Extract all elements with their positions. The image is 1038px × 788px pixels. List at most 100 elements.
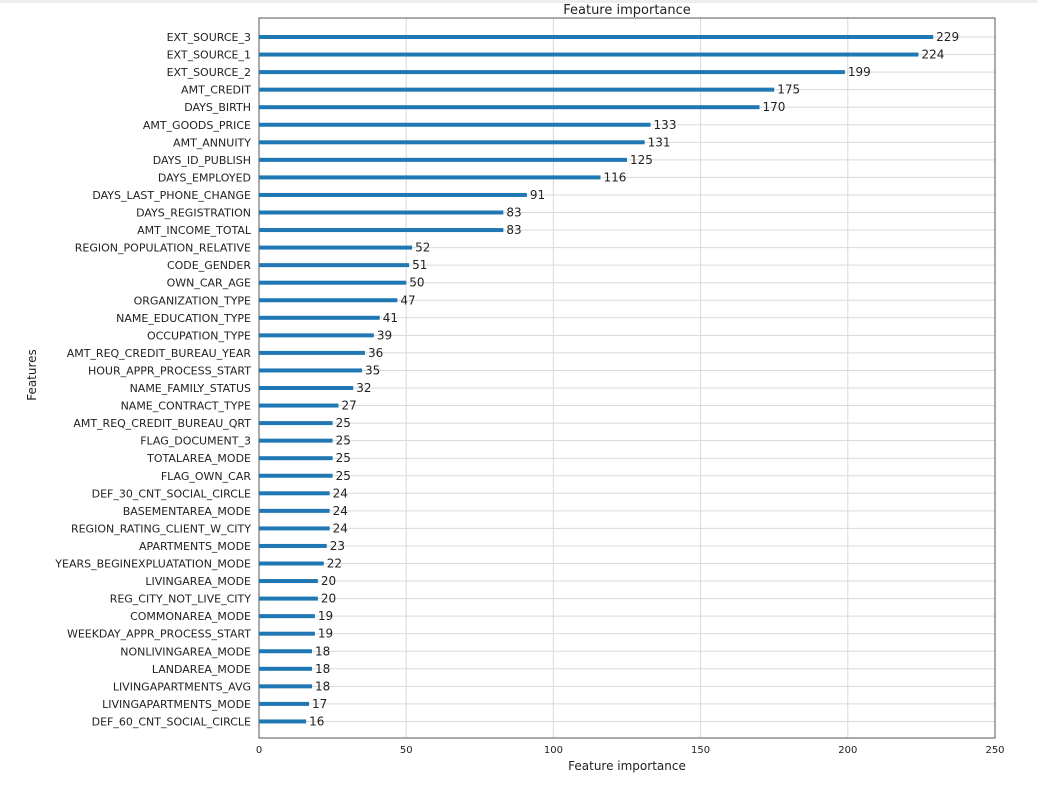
value-label: 170 <box>762 100 785 114</box>
category-label: WEEKDAY_APPR_PROCESS_START <box>67 628 251 641</box>
value-label: 131 <box>648 135 671 149</box>
bar <box>259 666 312 671</box>
plot-frame <box>258 17 996 739</box>
value-label: 23 <box>330 539 345 553</box>
category-label: DEF_30_CNT_SOCIAL_CIRCLE <box>92 487 251 500</box>
bar <box>259 192 527 197</box>
bar <box>259 596 318 601</box>
bar <box>259 350 365 355</box>
value-label: 229 <box>936 30 959 44</box>
bar <box>259 35 934 39</box>
category-label: NAME_CONTRACT_TYPE <box>121 400 251 413</box>
category-label: DAYS_REGISTRATION <box>136 207 251 220</box>
category-label: COMMONAREA_MODE <box>130 610 251 623</box>
value-label: 24 <box>333 504 348 518</box>
bar <box>259 122 651 127</box>
category-label: REGION_RATING_CLIENT_W_CITY <box>71 522 251 535</box>
category-label: REGION_POPULATION_RELATIVE <box>75 242 251 255</box>
bar <box>259 263 410 268</box>
category-label: TOTALAREA_MODE <box>146 452 251 465</box>
bar <box>259 649 312 654</box>
bar <box>259 491 330 496</box>
value-label: 16 <box>309 714 324 728</box>
chart-title: Feature importance <box>563 3 691 18</box>
x-tick-label: 150 <box>691 745 710 756</box>
value-label: 125 <box>630 153 653 167</box>
category-label: LIVINGAPARTMENTS_MODE <box>102 698 251 711</box>
category-label: FLAG_DOCUMENT_3 <box>140 435 251 448</box>
value-label: 18 <box>315 662 330 676</box>
bars <box>259 35 934 724</box>
value-label: 224 <box>921 48 944 62</box>
value-label: 24 <box>333 521 348 535</box>
value-label: 41 <box>383 311 398 325</box>
category-label: LIVINGAREA_MODE <box>145 575 251 588</box>
category-label: DAYS_EMPLOYED <box>158 171 251 184</box>
value-label: 25 <box>336 469 351 483</box>
category-label: LANDAREA_MODE <box>152 663 251 676</box>
category-label: YEARS_BEGINEXPLUATATION_MODE <box>54 558 251 571</box>
bar <box>259 543 327 548</box>
x-axis-title: Feature importance <box>568 759 686 773</box>
value-label: 35 <box>365 363 380 377</box>
category-labels: EXT_SOURCE_3 EXT_SOURCE_1 EXT_SOURCE_2 AMT_… <box>54 31 252 728</box>
bar <box>259 701 310 706</box>
category-label: AMT_CREDIT <box>181 84 251 97</box>
value-label: 175 <box>777 83 800 97</box>
value-label: 50 <box>409 276 424 290</box>
value-label: 25 <box>336 416 351 430</box>
x-tick-label: 50 <box>400 745 413 756</box>
window-top-strip <box>0 0 1038 3</box>
category-label: DAYS_BIRTH <box>184 101 251 114</box>
x-tick-label: 100 <box>544 745 563 756</box>
value-label: 19 <box>318 609 333 623</box>
bar <box>259 210 504 215</box>
bar <box>259 684 312 689</box>
value-label: 52 <box>415 241 430 255</box>
value-label: 83 <box>506 206 521 220</box>
category-label: HOUR_APPR_PROCESS_START <box>88 364 251 377</box>
bar <box>259 473 333 478</box>
bar <box>259 579 318 584</box>
category-label: FLAG_OWN_CAR <box>161 470 252 483</box>
category-label: EXT_SOURCE_1 <box>167 49 251 62</box>
bar <box>259 508 330 513</box>
value-label: 39 <box>377 328 392 342</box>
value-label: 27 <box>341 399 356 413</box>
value-label: 20 <box>321 592 336 606</box>
value-label: 91 <box>530 188 545 202</box>
value-label: 17 <box>312 697 327 711</box>
category-label: AMT_ANNUITY <box>173 136 251 149</box>
category-label: LIVINGAPARTMENTS_AVG <box>113 680 251 693</box>
category-label: OCCUPATION_TYPE <box>147 329 251 342</box>
bar <box>259 438 333 443</box>
category-label: DAYS_ID_PUBLISH <box>153 154 251 167</box>
bar <box>259 315 380 320</box>
bar <box>259 719 307 724</box>
category-label: OWN_CAR_AGE <box>167 277 251 290</box>
bar <box>259 105 760 110</box>
bar <box>259 456 333 461</box>
value-label: 18 <box>315 644 330 658</box>
category-label: AMT_REQ_CREDIT_BUREAU_YEAR <box>67 347 252 360</box>
bar <box>259 280 407 285</box>
bar <box>259 245 413 250</box>
value-label: 19 <box>318 627 333 641</box>
value-label: 20 <box>321 574 336 588</box>
category-label: ORGANIZATION_TYPE <box>134 294 251 307</box>
category-label: CODE_GENDER <box>167 259 251 272</box>
value-label: 24 <box>333 486 348 500</box>
bar <box>259 526 330 531</box>
category-label: AMT_GOODS_PRICE <box>143 119 251 132</box>
bar <box>259 70 845 75</box>
bar <box>259 157 627 162</box>
category-label: NONLIVINGAREA_MODE <box>120 645 251 658</box>
category-label: DAYS_LAST_PHONE_CHANGE <box>92 189 251 202</box>
category-label: AMT_INCOME_TOTAL <box>137 224 252 237</box>
category-label: NAME_EDUCATION_TYPE <box>116 312 251 325</box>
value-label: 47 <box>400 293 415 307</box>
x-tick-label: 0 <box>256 745 262 756</box>
bar <box>259 87 775 92</box>
